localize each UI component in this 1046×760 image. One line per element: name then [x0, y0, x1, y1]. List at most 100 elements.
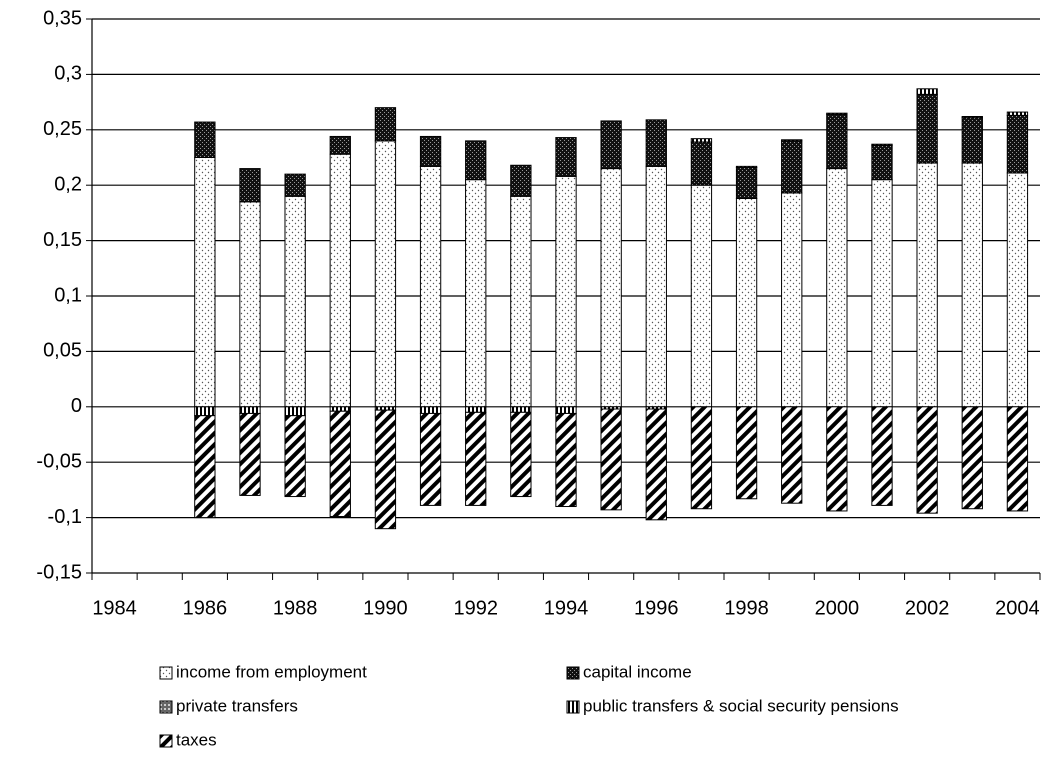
bar-segment: [871, 406, 893, 506]
y-tick-label: -0,15: [36, 561, 82, 583]
legend-swatch: [566, 700, 580, 714]
bar-segment: [194, 157, 216, 408]
y-tick-label: 0,3: [54, 63, 82, 85]
y-tick-label: -0,05: [36, 450, 82, 472]
x-tick-label: 1988: [273, 597, 318, 619]
bar-segment: [239, 201, 261, 408]
x-tick-label: 1990: [363, 597, 408, 619]
bar-segment: [374, 107, 397, 142]
bar-segment: [510, 406, 532, 413]
bar-segment: [600, 120, 622, 170]
bar-segment: [735, 165, 758, 168]
bar-segment: [735, 406, 758, 500]
legend-label: taxes: [176, 730, 217, 749]
bar-segment: [600, 408, 622, 511]
bar-segment: [555, 137, 577, 177]
bar-segment: [284, 195, 306, 408]
y-tick-label: 0,2: [54, 173, 82, 195]
bar-segment: [329, 410, 351, 517]
bar-segment: [781, 140, 803, 194]
bar-segment: [961, 117, 983, 164]
bar-segment: [419, 165, 442, 408]
bar-segment: [555, 406, 577, 414]
x-tick-label: 2004: [995, 597, 1040, 619]
bar-segment: [781, 139, 803, 142]
bar-segment: [961, 406, 983, 510]
y-tick-label: 0,05: [43, 340, 82, 362]
bar-segment: [871, 144, 893, 181]
bar-segment: [916, 88, 938, 95]
y-tick-label: 0,25: [43, 118, 82, 140]
bar-segment: [600, 168, 622, 408]
bar-segment: [374, 409, 397, 530]
bar-segment: [781, 192, 803, 408]
bar-segment: [1006, 111, 1029, 116]
bar-segment: [916, 162, 938, 408]
bar-segment: [329, 135, 351, 155]
bar-segment: [510, 164, 532, 197]
bar-segment: [961, 116, 983, 119]
y-tick-label: 0,35: [43, 7, 82, 29]
legend-swatch: [159, 700, 173, 714]
x-tick-label: 1998: [724, 597, 769, 619]
bar-segment: [284, 415, 306, 498]
bar-segment: [690, 184, 713, 408]
bar-segment: [645, 119, 667, 167]
bar-segment: [916, 406, 938, 514]
bar-segment: [1006, 406, 1029, 512]
bar-segment: [194, 121, 216, 158]
x-tick-label: 1984: [92, 597, 137, 619]
bar-segment: [690, 406, 713, 510]
bar-segment: [239, 168, 261, 203]
bar-segment: [284, 173, 306, 197]
bar-segment: [419, 406, 442, 414]
bar-segment: [329, 406, 351, 412]
bar-segment: [194, 415, 216, 519]
bar-segment: [374, 140, 397, 408]
bar-segment: [690, 141, 713, 186]
bar-segment: [239, 412, 261, 496]
bar-segment: [419, 135, 442, 167]
x-tick-label: 2000: [815, 597, 860, 619]
x-tick-label: 1996: [634, 597, 679, 619]
legend-label: private transfers: [176, 696, 298, 715]
bar-segment: [826, 406, 848, 512]
x-tick-label: 2002: [905, 597, 950, 619]
bar-segment: [465, 411, 487, 506]
y-tick-label: 0,15: [43, 229, 82, 251]
bar-segment: [1006, 172, 1029, 408]
bar-segment: [826, 113, 848, 170]
bar-segment: [645, 408, 667, 521]
y-tick-label: 0: [71, 395, 82, 417]
legend-swatch: [566, 666, 580, 680]
bar-segment: [465, 406, 487, 413]
bar-segment: [871, 143, 893, 146]
bar-segment: [961, 162, 983, 408]
bar-segment: [735, 197, 758, 408]
bar-segment: [419, 412, 442, 506]
bar-segment: [555, 175, 577, 408]
y-tick-label: 0,1: [54, 284, 82, 306]
bar-segment: [826, 168, 848, 408]
bar-segment: [735, 166, 758, 199]
bar-segment: [826, 112, 848, 115]
bar-segment: [239, 406, 261, 414]
bar-segment: [645, 165, 667, 408]
bar-segment: [465, 140, 487, 181]
bar-segment: [284, 406, 306, 417]
bar-segment: [329, 153, 351, 408]
x-tick-label: 1986: [183, 597, 228, 619]
bar-segment: [781, 406, 803, 504]
bar-segment: [510, 411, 532, 498]
x-tick-label: 1994: [544, 597, 589, 619]
legend-swatch: [159, 734, 173, 748]
bar-segment: [555, 412, 577, 508]
bar-segment: [916, 93, 938, 164]
bar-segment: [194, 406, 216, 417]
bar-segment: [1006, 114, 1029, 174]
bar-segment: [690, 138, 713, 143]
bar-segment: [510, 195, 532, 408]
legend-label: income from employment: [176, 662, 367, 681]
legend-swatch: [159, 666, 173, 680]
